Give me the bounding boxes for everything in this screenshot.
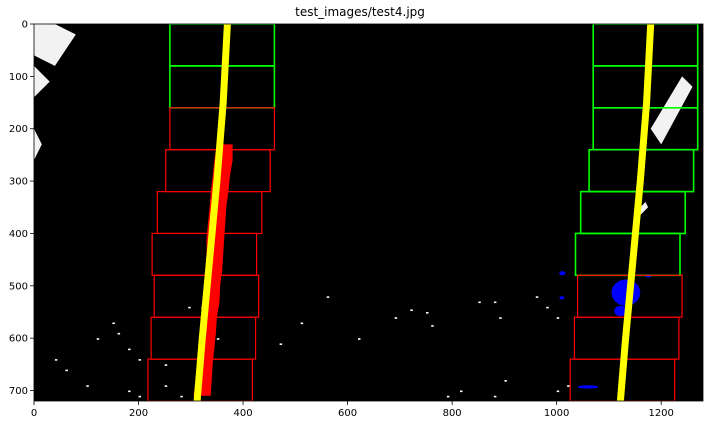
binary-blob bbox=[34, 65, 50, 98]
binary-speck bbox=[180, 395, 183, 398]
binary-speck bbox=[546, 306, 549, 309]
binary-blob bbox=[34, 128, 42, 161]
left-fit-line bbox=[193, 24, 231, 401]
y-tick-label: 400 bbox=[9, 229, 28, 240]
binary-speck bbox=[117, 332, 121, 335]
binary-speck bbox=[556, 317, 560, 319]
y-tick-label: 0 bbox=[22, 20, 28, 31]
y-tick-label: 500 bbox=[9, 281, 28, 292]
y-axis: 0 100 200 300 400 500 600 700 bbox=[9, 20, 34, 397]
plot-frame bbox=[33, 23, 704, 402]
binary-speck bbox=[499, 317, 502, 319]
binary-speck bbox=[164, 385, 168, 387]
x-tick-label: 1200 bbox=[648, 408, 673, 419]
binary-speck bbox=[446, 395, 450, 398]
binary-blob bbox=[34, 24, 76, 66]
plot-area bbox=[33, 23, 704, 402]
x-tick-label: 200 bbox=[129, 408, 148, 419]
right-lane-pixels bbox=[614, 305, 628, 317]
binary-blob bbox=[650, 76, 693, 145]
y-tick-label: 600 bbox=[9, 334, 28, 345]
x-tick-label: 600 bbox=[338, 408, 357, 419]
binary-speck bbox=[478, 301, 481, 304]
binary-speck bbox=[504, 380, 507, 382]
binary-speck bbox=[86, 385, 89, 387]
binary-speck bbox=[493, 301, 497, 304]
binary-speck bbox=[394, 317, 398, 319]
x-tick-label: 400 bbox=[234, 408, 253, 419]
y-tick-label: 200 bbox=[9, 124, 28, 135]
binary-speck bbox=[138, 359, 141, 361]
binary-speck bbox=[431, 325, 434, 327]
binary-speck bbox=[567, 385, 570, 387]
x-tick-label: 0 bbox=[31, 408, 37, 419]
binary-speck bbox=[65, 369, 68, 372]
binary-speck bbox=[216, 338, 220, 340]
y-tick-label: 100 bbox=[9, 72, 28, 83]
y-tick-label: 300 bbox=[9, 177, 28, 188]
x-tick-label: 800 bbox=[443, 408, 462, 419]
right-fit-line bbox=[616, 24, 655, 401]
binary-speck bbox=[535, 296, 539, 298]
right-lane-pixels bbox=[559, 271, 566, 276]
y-tick-label: 700 bbox=[9, 386, 28, 397]
right-lane-pixels bbox=[559, 296, 565, 300]
binary-speck bbox=[138, 395, 141, 398]
binary-speck bbox=[54, 359, 58, 361]
binary-speck bbox=[358, 338, 361, 340]
plot-background bbox=[34, 24, 703, 401]
binary-speck bbox=[300, 322, 304, 325]
chart-title: test_images/test4.jpg bbox=[295, 5, 425, 19]
binary-speck bbox=[460, 390, 463, 393]
binary-speck bbox=[279, 343, 283, 345]
plot-content bbox=[34, 24, 699, 401]
x-axis: 0 200 400 600 800 1000 1200 bbox=[31, 401, 674, 419]
binary-speck bbox=[493, 395, 497, 398]
binary-speck bbox=[556, 390, 560, 393]
x-tick-label: 1000 bbox=[544, 408, 569, 419]
right-lane-pixels bbox=[577, 385, 599, 389]
binary-speck bbox=[164, 364, 168, 366]
binary-speck bbox=[410, 309, 413, 311]
binary-speck bbox=[426, 312, 429, 314]
binary-speck bbox=[326, 296, 330, 298]
binary-speck bbox=[188, 306, 191, 309]
binary-speck bbox=[128, 390, 131, 393]
binary-speck bbox=[96, 338, 100, 340]
binary-speck bbox=[128, 348, 131, 351]
binary-speck bbox=[112, 322, 115, 325]
